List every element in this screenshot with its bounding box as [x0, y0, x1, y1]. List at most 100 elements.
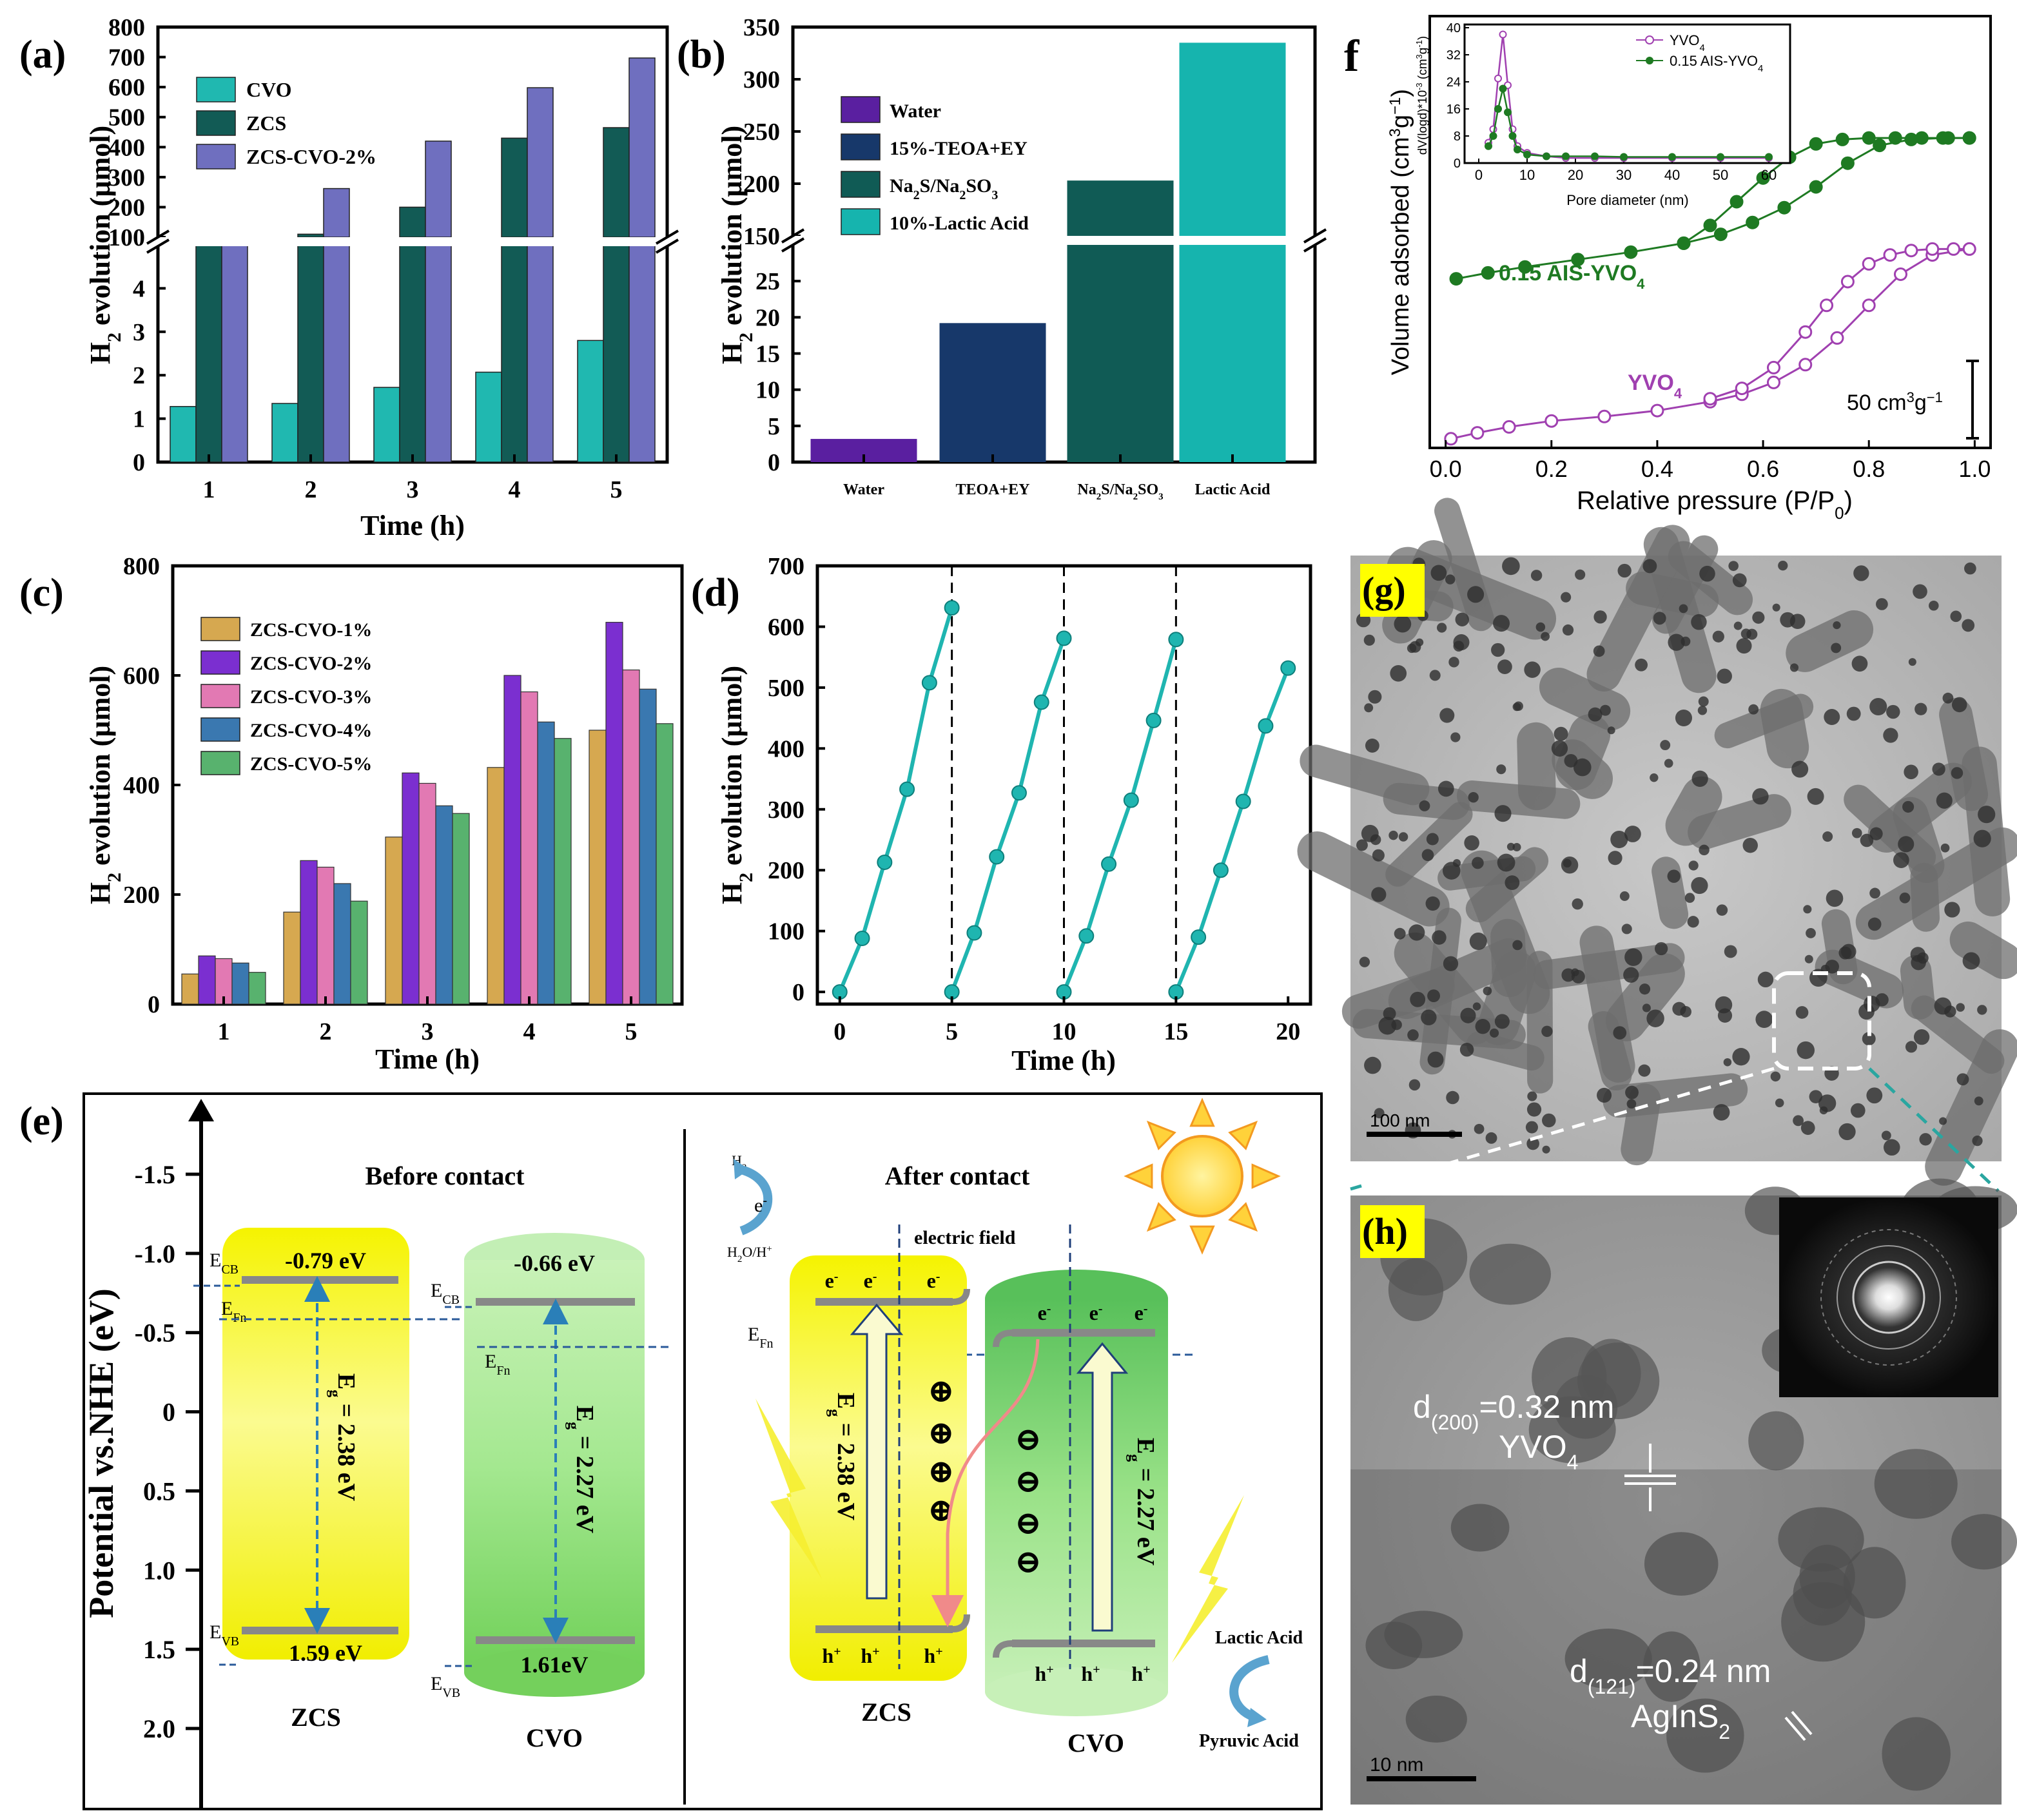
nanoparticle	[1717, 668, 1732, 684]
nanoparticle	[1838, 1123, 1856, 1141]
nanoparticle	[1942, 692, 1954, 704]
panel-a-label: (a)	[19, 33, 66, 77]
nanoparticle	[1526, 1102, 1542, 1117]
nanoparticle	[1867, 917, 1882, 931]
pyruvic-acid-label: Pyruvic Acid	[1199, 1731, 1299, 1751]
nanoparticle	[1621, 924, 1632, 934]
inset-point	[1591, 152, 1599, 160]
x-tick-label: 15	[1164, 1018, 1188, 1045]
data-point	[1840, 156, 1855, 170]
bar	[501, 244, 528, 463]
nanoparticle	[1775, 1098, 1784, 1108]
nanoparticle	[1653, 612, 1666, 625]
nanoparticle	[1489, 1028, 1499, 1038]
y-tick-label: 1.0	[143, 1556, 175, 1585]
nanoparticle	[1973, 829, 1991, 847]
series-line	[838, 607, 954, 993]
nanoparticle	[1667, 869, 1681, 883]
inset-y-tick-label: 8	[1454, 130, 1461, 144]
nanoparticle	[1617, 563, 1632, 578]
nanoparticle	[1494, 1014, 1510, 1029]
nanoparticle	[1430, 565, 1447, 581]
nanoparticle	[1950, 610, 1962, 623]
x-tick-label: 1	[203, 476, 215, 503]
nanoparticle	[1833, 621, 1841, 630]
bar	[501, 137, 528, 238]
nanoparticle	[1882, 1717, 1951, 1791]
x-tick-label: 3	[422, 1018, 434, 1045]
y-tick-label: 4	[133, 275, 145, 302]
nanoparticle	[1956, 1003, 1965, 1012]
data-point	[1777, 200, 1791, 215]
nanoparticle	[1962, 619, 1975, 632]
nanoparticle	[1497, 853, 1515, 872]
nanorod	[1385, 802, 1473, 887]
panel-e-frame	[83, 1092, 1323, 1810]
legend-label: ZCS-CVO-1%	[250, 619, 372, 641]
legend-swatch	[200, 617, 240, 641]
x-tick-label: 5	[946, 1018, 958, 1045]
cvo-cylinder-bottom	[464, 1648, 645, 1697]
y-tick-label: 500	[768, 675, 804, 702]
nanoparticle	[1978, 806, 1996, 824]
data-point	[1893, 267, 1907, 281]
bar	[221, 244, 248, 463]
x-tick-label: 0.6	[1747, 456, 1779, 482]
nanoparticle	[1371, 887, 1387, 902]
nanoparticle	[1679, 604, 1688, 614]
nanoparticle	[1613, 1026, 1627, 1040]
y-tick-label: 300	[743, 66, 780, 93]
nanoparticle	[1951, 767, 1963, 779]
zcs-excitation-arrow	[850, 1303, 904, 1600]
data-point	[1798, 358, 1813, 372]
panel-f-xlabel: Relative pressure (P/P0)	[1577, 487, 1853, 523]
series-line	[950, 637, 1066, 993]
nanoparticle	[1684, 893, 1695, 903]
cvo-name: CVO	[526, 1723, 583, 1752]
y-tick-label: 500	[108, 104, 145, 131]
data-point	[1873, 139, 1887, 153]
nanoparticle	[1844, 1547, 1906, 1619]
y-tick-label: 200	[768, 857, 804, 884]
nanorod	[1714, 693, 1814, 749]
inset-point	[1620, 153, 1628, 161]
y-tick-label: 0	[792, 979, 804, 1006]
nanoparticle	[1383, 1007, 1396, 1020]
nanoparticle	[1846, 706, 1861, 721]
nanoparticle	[1608, 851, 1622, 866]
nanoparticle	[1394, 615, 1412, 633]
y-tick-label: 200	[743, 171, 780, 198]
nanoparticle	[1874, 1449, 1958, 1519]
nanoparticle	[1951, 697, 1967, 713]
nanoparticle	[1905, 1041, 1918, 1053]
sun-ray	[1189, 1098, 1215, 1127]
inset-y-tick-label: 40	[1447, 21, 1461, 35]
data-point	[1746, 215, 1760, 229]
sun-ray	[1228, 1202, 1258, 1232]
nanoparticle	[1407, 1029, 1419, 1041]
data-point	[1502, 420, 1516, 434]
zcs-after-cb-bend	[952, 1288, 970, 1305]
data-point	[1735, 382, 1749, 396]
nanoparticle	[1364, 703, 1374, 713]
y-tick-label: 0	[162, 1398, 175, 1427]
nanoparticle	[1525, 1121, 1538, 1134]
nanoparticle	[1646, 1009, 1664, 1027]
y-tick-label: 600	[108, 74, 145, 101]
nanoparticle	[1746, 628, 1758, 640]
x-tick-label: 0.2	[1535, 456, 1568, 482]
bar	[939, 323, 1046, 462]
nanoparticle	[1666, 1698, 1744, 1773]
inset-xlabel: Pore diameter (nm)	[1566, 192, 1689, 208]
x-tick-label: 4	[509, 476, 521, 503]
nanoparticle	[1858, 1003, 1875, 1020]
nanoparticle	[1869, 697, 1887, 716]
nanoparticle	[1361, 824, 1379, 842]
panel-g-label-box	[1360, 564, 1425, 617]
nanoparticle	[1691, 876, 1708, 895]
data-point	[1624, 245, 1638, 259]
x-tick-label: 0.4	[1641, 456, 1673, 482]
zcs-name: ZCS	[291, 1703, 341, 1732]
nanoparticle	[1421, 849, 1434, 862]
